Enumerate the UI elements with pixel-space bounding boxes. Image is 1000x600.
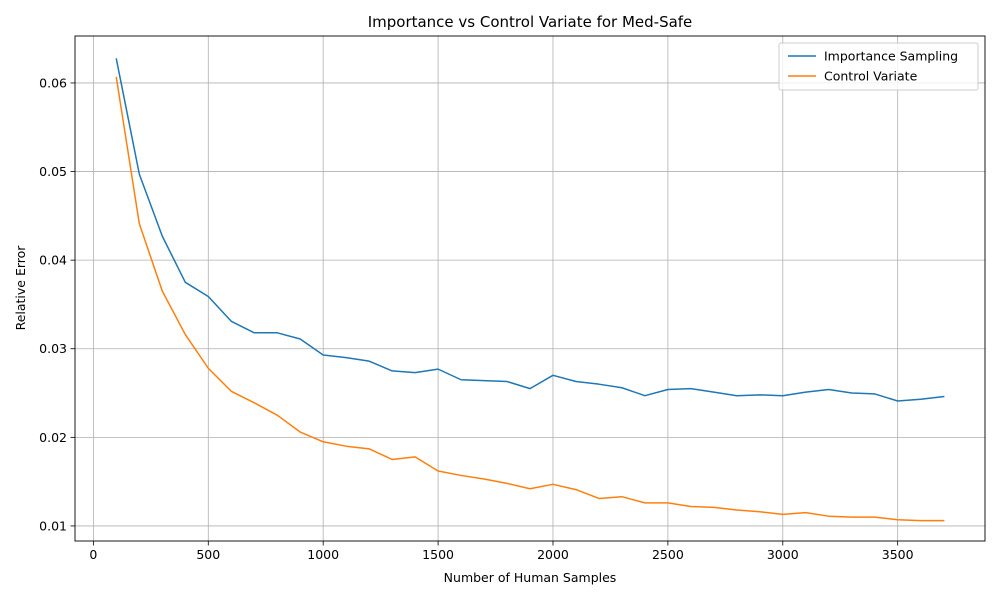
y-tick-label: 0.06 — [39, 75, 67, 90]
x-axis-ticks: 0 500 1000 1500 2000 2500 3000 3500 — [89, 541, 914, 562]
y-tick-label: 0.04 — [39, 253, 67, 268]
y-tick-label: 0.01 — [39, 518, 67, 533]
series-lines — [115, 58, 945, 522]
y-axis-ticks: 0.01 0.02 0.03 0.04 0.05 0.06 — [39, 75, 75, 533]
x-tick-label: 1500 — [422, 547, 454, 562]
legend-label-control-variate: Control Variate — [824, 69, 918, 84]
legend: Importance Sampling Control Variate — [778, 42, 979, 91]
legend-box — [778, 42, 979, 91]
y-tick-label: 0.05 — [39, 164, 67, 179]
y-axis-label: Relative Error — [13, 245, 28, 331]
x-tick-label: 2000 — [537, 547, 569, 562]
x-tick-label: 500 — [196, 547, 220, 562]
series-line-control-variate — [115, 76, 945, 522]
x-tick-label: 3000 — [767, 547, 799, 562]
gridlines — [75, 36, 985, 541]
x-tick-label: 1000 — [307, 547, 339, 562]
x-tick-label: 0 — [89, 547, 97, 562]
plot-frame — [74, 35, 986, 542]
x-tick-label: 2500 — [652, 547, 684, 562]
x-tick-label: 3500 — [882, 547, 914, 562]
x-axis-label: Number of Human Samples — [444, 570, 617, 585]
y-tick-label: 0.03 — [39, 341, 67, 356]
legend-label-importance-sampling: Importance Sampling — [824, 49, 958, 64]
y-tick-label: 0.02 — [39, 430, 67, 445]
chart-title: Importance vs Control Variate for Med-Sa… — [368, 13, 693, 31]
series-line-importance-sampling — [115, 58, 945, 402]
